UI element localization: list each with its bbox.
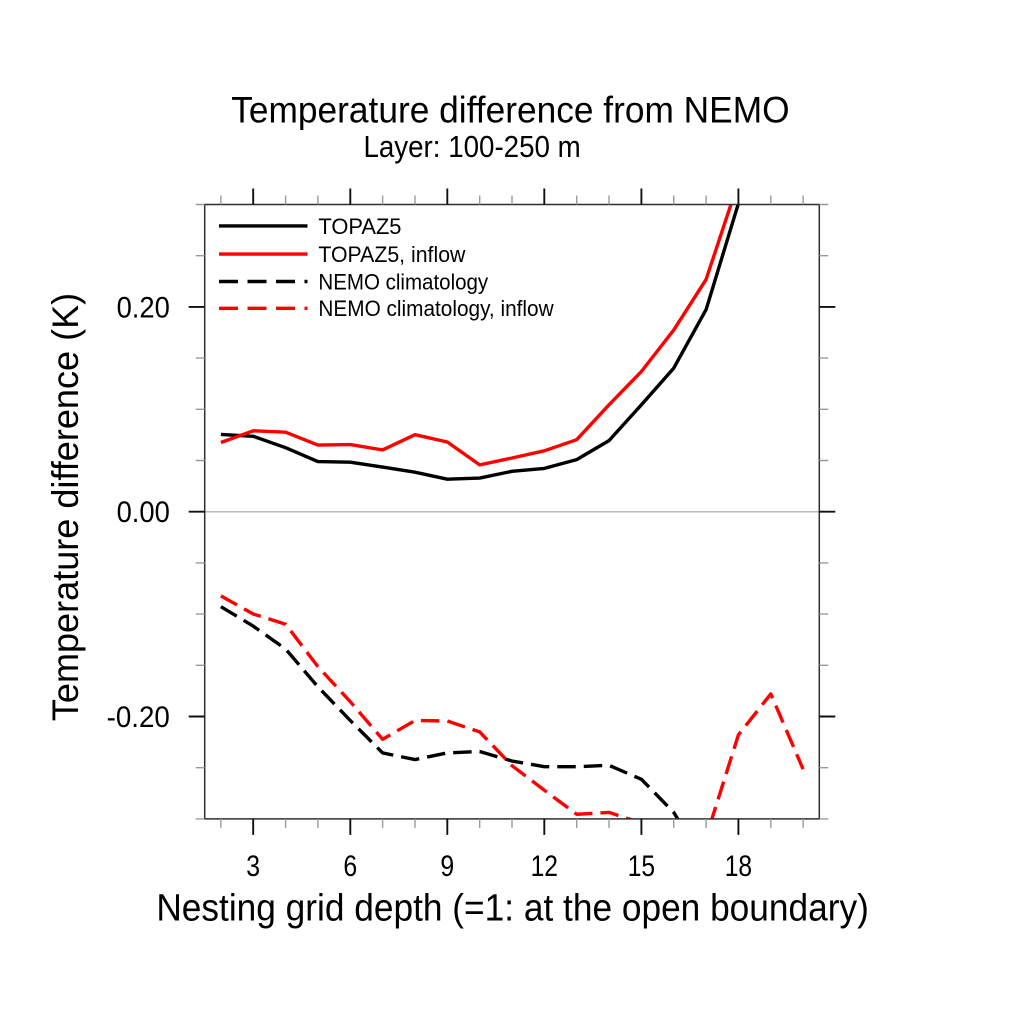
svg-text:0.00: 0.00 [117, 496, 170, 529]
svg-text:TOPAZ5: TOPAZ5 [318, 214, 401, 239]
svg-text:Layer: 100-250 m: Layer: 100-250 m [363, 129, 580, 164]
svg-text:Temperature difference (K): Temperature difference (K) [45, 293, 86, 721]
svg-text:15: 15 [628, 850, 655, 883]
svg-text:3: 3 [246, 850, 260, 883]
svg-text:Nesting grid depth (=1: at the: Nesting grid depth (=1: at the open boun… [156, 888, 869, 930]
svg-text:Temperature difference from NE: Temperature difference from NEMO [231, 90, 789, 131]
svg-text:-0.20: -0.20 [107, 701, 170, 734]
svg-text:NEMO climatology: NEMO climatology [318, 269, 488, 294]
svg-text:NEMO climatology, inflow: NEMO climatology, inflow [318, 296, 554, 321]
svg-text:6: 6 [343, 850, 357, 883]
svg-text:9: 9 [440, 850, 454, 883]
svg-text:12: 12 [531, 850, 558, 883]
svg-text:TOPAZ5, inflow: TOPAZ5, inflow [318, 242, 466, 267]
svg-text:0.20: 0.20 [117, 291, 170, 324]
svg-text:18: 18 [725, 850, 752, 883]
